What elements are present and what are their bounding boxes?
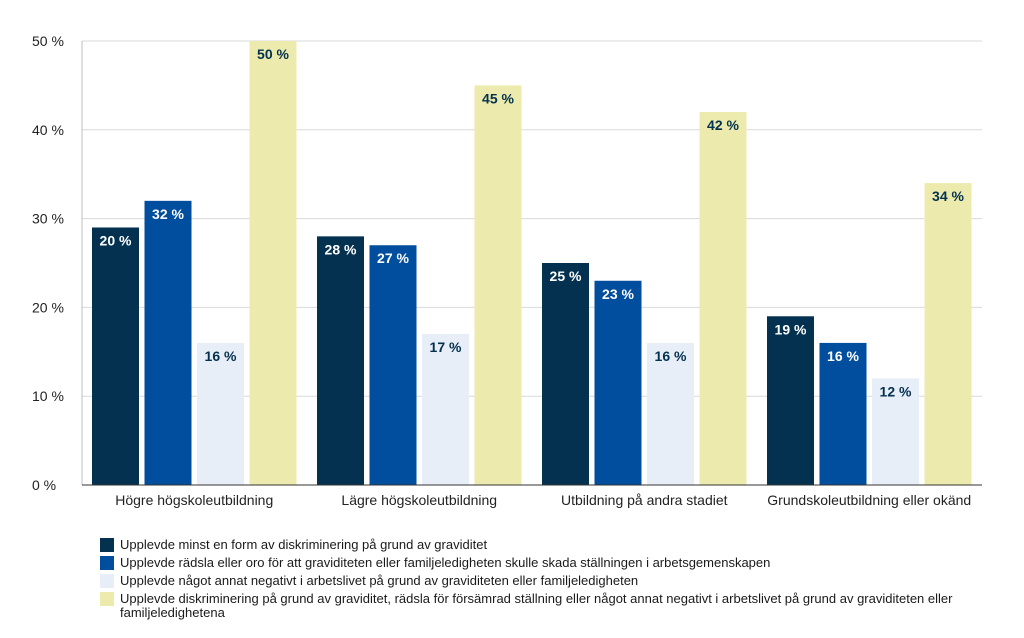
bar	[819, 342, 867, 485]
data-label: 28 %	[325, 241, 357, 257]
data-label: 19 %	[775, 321, 807, 337]
legend-swatch	[100, 556, 114, 570]
bar	[647, 342, 694, 485]
data-label: 16 %	[205, 348, 237, 364]
bar	[699, 112, 747, 485]
legend: Upplevde minst en form av diskriminering…	[100, 538, 980, 624]
y-axis: 0 % 10 % 20 % 30 % 40 % 50 %	[32, 33, 83, 493]
data-label: 50 %	[257, 46, 289, 62]
bar	[474, 85, 522, 486]
bar	[249, 41, 297, 485]
data-label: 25 %	[550, 268, 582, 284]
data-label: 16 %	[827, 348, 859, 364]
x-axis: Högre högskoleutbildning Lägre högskoleut…	[82, 484, 982, 508]
legend-label: Upplevde rädsla eller oro för att gravid…	[120, 555, 771, 570]
x-tick-label: Utbildning på andra stadiet	[561, 492, 728, 508]
bar	[369, 245, 417, 485]
bar	[767, 316, 814, 485]
legend-item: Upplevde något annat negativt i arbetsli…	[100, 574, 980, 588]
data-label: 12 %	[880, 383, 912, 399]
legend-item: Upplevde diskriminering på grund av grav…	[100, 592, 980, 620]
y-tick-label: 30 %	[32, 211, 64, 227]
y-tick-label: 0 %	[32, 477, 56, 493]
data-label: 45 %	[482, 90, 514, 106]
bar	[422, 334, 469, 485]
y-tick-label: 50 %	[32, 33, 64, 49]
y-tick-label: 20 %	[32, 299, 64, 315]
bar-chart: 0 % 10 % 20 % 30 % 40 % 50 % 20 % 32 % 16 % 50 %…	[32, 33, 982, 508]
bar	[92, 227, 139, 486]
data-label: 20 %	[100, 232, 132, 248]
data-label: 17 %	[430, 339, 462, 355]
y-tick-label: 40 %	[32, 122, 64, 138]
bar	[542, 263, 589, 485]
bar	[872, 378, 919, 485]
legend-swatch	[100, 538, 114, 552]
data-label: 27 %	[377, 250, 409, 266]
bar	[197, 342, 244, 485]
x-tick-label: Grundskoleutbildning eller okänd	[767, 492, 971, 508]
legend-swatch	[100, 592, 114, 606]
legend-label: Upplevde något annat negativt i arbetsli…	[120, 573, 639, 588]
legend-label: Upplevde diskriminering på grund av grav…	[120, 591, 953, 620]
data-label: 34 %	[932, 188, 964, 204]
bar	[924, 183, 972, 485]
legend-item: Upplevde minst en form av diskriminering…	[100, 538, 980, 552]
bar	[317, 236, 364, 485]
x-tick-label: Högre högskoleutbildning	[115, 492, 273, 508]
legend-label: Upplevde minst en form av diskriminering…	[120, 537, 488, 552]
data-label: 32 %	[152, 206, 184, 222]
data-label: 42 %	[707, 117, 739, 133]
y-tick-label: 10 %	[32, 388, 64, 404]
data-label: 16 %	[655, 348, 687, 364]
data-label: 23 %	[602, 286, 634, 302]
bars: 20 % 32 % 16 % 50 % 28 % 27 % 17 % 45 % 25 % 23 %…	[92, 41, 972, 486]
bar	[594, 280, 642, 485]
x-tick-label: Lägre högskoleutbildning	[341, 492, 497, 508]
legend-swatch	[100, 574, 114, 588]
legend-item: Upplevde rädsla eller oro för att gravid…	[100, 556, 980, 570]
bar	[144, 200, 192, 485]
